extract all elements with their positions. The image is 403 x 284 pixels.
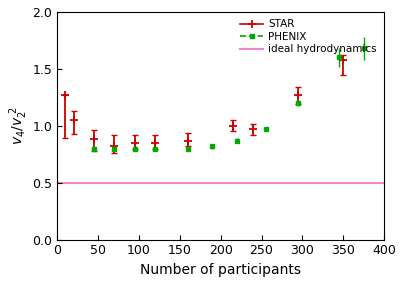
Y-axis label: $v_4/v_2^{\ 2}$: $v_4/v_2^{\ 2}$	[7, 106, 29, 145]
X-axis label: Number of participants: Number of participants	[140, 263, 301, 277]
Legend: STAR, PHENIX, ideal hydrodynamics: STAR, PHENIX, ideal hydrodynamics	[238, 17, 379, 57]
